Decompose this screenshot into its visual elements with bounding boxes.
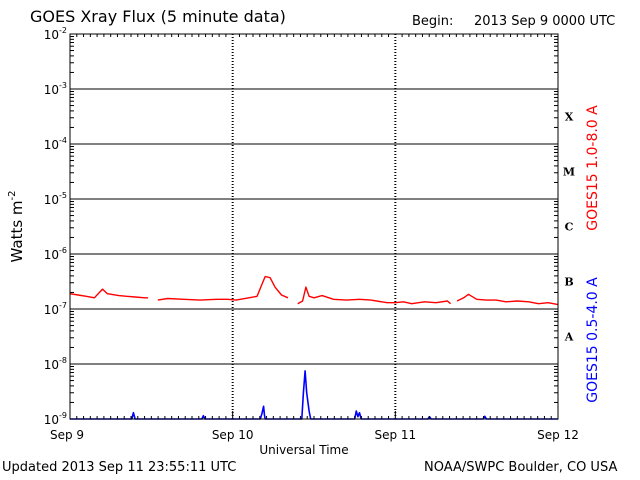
xtick-label: Sep 10: [212, 428, 254, 442]
xtick-label: Sep 9: [50, 428, 84, 442]
begin-label: Begin:: [412, 14, 454, 29]
ticks-layer: [69, 34, 559, 419]
grid-layer: [70, 34, 558, 419]
x-axis-label: Universal Time: [259, 443, 348, 457]
flare-class-label: A: [564, 331, 574, 344]
data-source: NOAA/SWPC Boulder, CO USA: [424, 460, 618, 475]
ytick-label: 10-3: [44, 81, 67, 97]
ytick-label: 10-9: [44, 411, 67, 427]
xtick-label: Sep 11: [374, 428, 416, 442]
begin-value: 2013 Sep 9 0000 UTC: [474, 14, 616, 29]
legend-long-channel: GOES15 1.0-8.0 A: [585, 105, 601, 231]
long-channel-series-line: [69, 275, 559, 306]
ytick-label: 10-6: [44, 246, 67, 262]
chart-title: GOES Xray Flux (5 minute data): [30, 7, 286, 26]
short-channel-series-line: [70, 370, 558, 420]
plot-frame: [69, 33, 559, 420]
xtick-label: Sep 12: [537, 428, 579, 442]
updated-timestamp: Updated 2013 Sep 11 23:55:11 UTC: [2, 460, 237, 475]
ytick-label: 10-7: [44, 301, 67, 317]
flare-class-label: M: [563, 166, 575, 179]
flare-class-label: C: [565, 221, 574, 234]
ytick-label: 10-5: [44, 191, 67, 207]
legend-short-channel: GOES15 0.5-4.0 A: [585, 277, 601, 403]
flare-class-label: B: [564, 276, 573, 289]
ytick-label: 10-2: [44, 26, 67, 42]
series-layer: [69, 275, 559, 420]
flare-class-label: X: [565, 111, 574, 124]
y-axis-label: Watts m-2: [7, 190, 26, 262]
ytick-label: 10-8: [44, 356, 67, 372]
ytick-label: 10-4: [44, 136, 67, 152]
